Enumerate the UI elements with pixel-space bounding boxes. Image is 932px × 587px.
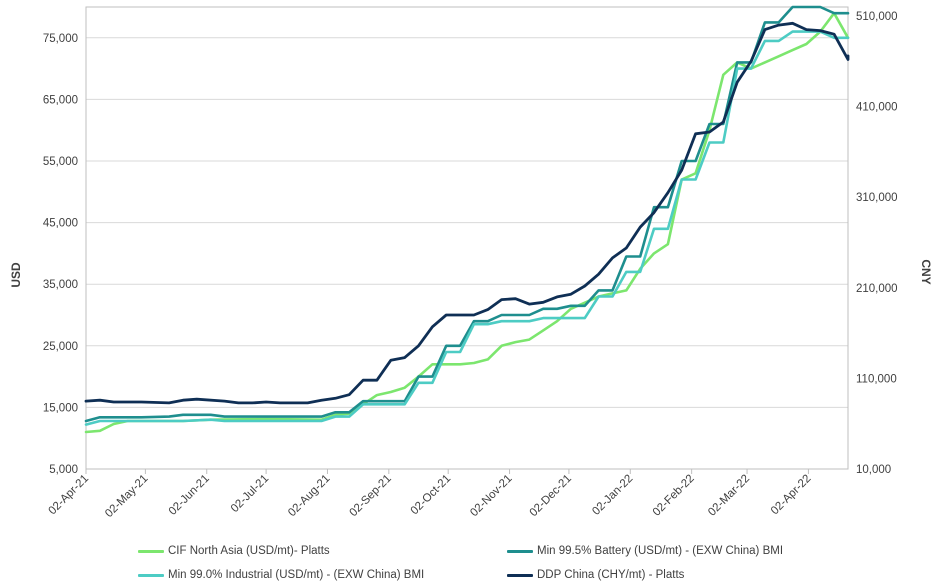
x-tick-label: 02-Aug-21 — [286, 473, 332, 519]
y-axis-right-ticks: 10,000 110,000 210,000 310,000 410,000 510,00… — [856, 11, 898, 476]
y-axis-left-title: USD — [9, 262, 23, 288]
x-tick-label: 02-Sep-21 — [347, 473, 393, 519]
x-axis-ticks: 02-Apr-21 02-May-21 02-Jun-21 02-Jul-21 02-A… — [46, 469, 814, 520]
series-line-min-99-5-battery-usd-mt-exw-china-bmi — [84, 5, 850, 423]
y-left-tick-label: 55,000 — [43, 156, 78, 168]
y-right-tick-label: 410,000 — [856, 102, 898, 114]
y-right-tick-label: 10,000 — [856, 464, 891, 476]
x-tick-label: 02-Nov-21 — [468, 473, 514, 519]
series-line-cif-north-asia-usd-mt-platts — [84, 11, 850, 434]
y-left-tick-label: 65,000 — [43, 94, 78, 106]
x-tick-label: 02-Oct-21 — [409, 473, 454, 518]
series-line-ddp-china-chy-mt-platts — [84, 21, 850, 405]
plot-area-border — [85, 6, 849, 470]
y-right-tick-label: 510,000 — [856, 11, 898, 23]
y-left-tick-label: 15,000 — [43, 402, 78, 414]
x-tick-label: 02-Jul-21 — [229, 473, 271, 515]
x-tick-label: 02-Apr-21 — [46, 473, 91, 518]
y-axis-left-ticks: 5,000 15,000 25,000 35,000 45,000 55,000 65,00… — [43, 33, 78, 476]
y-left-tick-label: 45,000 — [43, 218, 78, 230]
series-line-min-99-0-industrial-usd-mt-exw-china-bmi — [84, 30, 850, 426]
series-layer — [84, 5, 850, 434]
y-right-tick-label: 210,000 — [856, 283, 898, 295]
y-left-tick-label: 25,000 — [43, 341, 78, 353]
y-left-tick-label: 5,000 — [49, 464, 78, 476]
x-tick-label: 02-Jan-22 — [590, 473, 635, 518]
y-right-tick-label: 310,000 — [856, 192, 898, 204]
y-right-tick-label: 110,000 — [856, 373, 897, 385]
x-tick-label: 02-Jun-21 — [167, 473, 212, 518]
x-tick-label: 02-Feb-22 — [651, 473, 697, 519]
x-tick-label: 02-Apr-22 — [769, 473, 814, 518]
y-left-tick-label: 35,000 — [43, 279, 78, 291]
y-axis-right-title: CNY — [919, 259, 932, 284]
x-tick-label: 02-Mar-22 — [706, 473, 752, 519]
x-tick-label: 02-Dec-21 — [528, 473, 574, 519]
y-left-tick-label: 75,000 — [43, 33, 78, 45]
gridlines — [86, 37, 848, 470]
x-tick-label: 02-May-21 — [103, 473, 150, 520]
